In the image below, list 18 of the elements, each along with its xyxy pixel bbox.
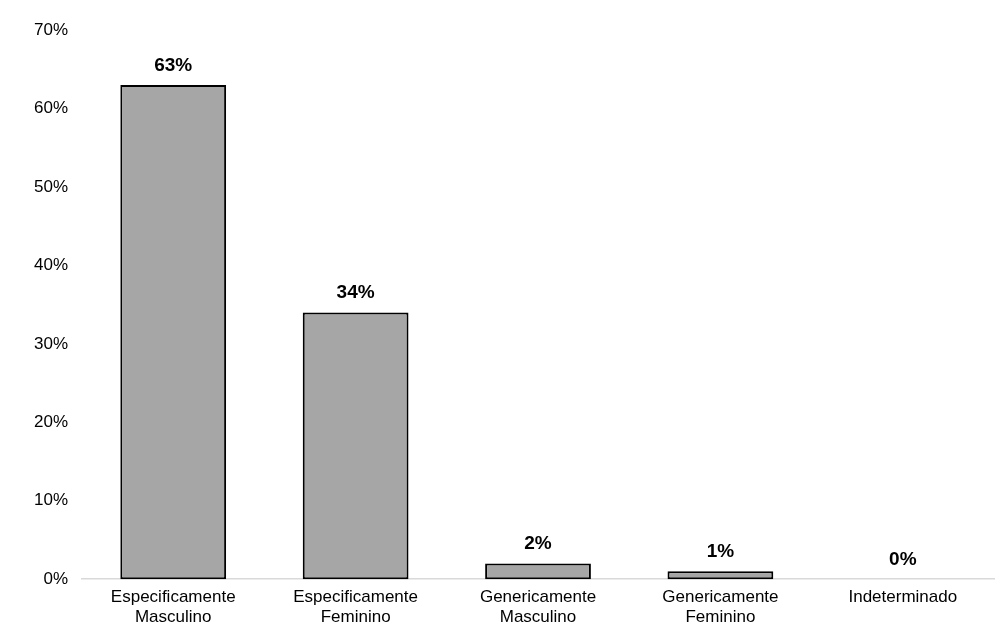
x-tick-label: Indeterminado (848, 587, 958, 607)
x-tick-label: Especificamente Masculino (110, 587, 236, 627)
y-tick-label: 40% (33, 255, 69, 275)
data-label: 2% (524, 532, 552, 554)
y-tick-label: 0% (43, 568, 69, 588)
y-tick-label: 10% (33, 490, 69, 510)
data-label: 1% (706, 540, 735, 562)
x-tick-label: Especificamente Feminino (293, 587, 418, 627)
data-label: 0% (889, 547, 917, 569)
data-label: 63% (154, 53, 193, 75)
y-tick-label: 20% (33, 411, 69, 431)
y-tick-label: 60% (33, 98, 69, 118)
data-label: 34% (336, 281, 375, 303)
x-tick-label: Genericamente Masculino (479, 587, 597, 627)
y-tick-label: 30% (33, 333, 69, 353)
y-tick-label: 50% (33, 176, 69, 196)
y-tick-label: 70% (33, 19, 69, 39)
x-tick-label: Genericamente Feminino (662, 587, 779, 627)
